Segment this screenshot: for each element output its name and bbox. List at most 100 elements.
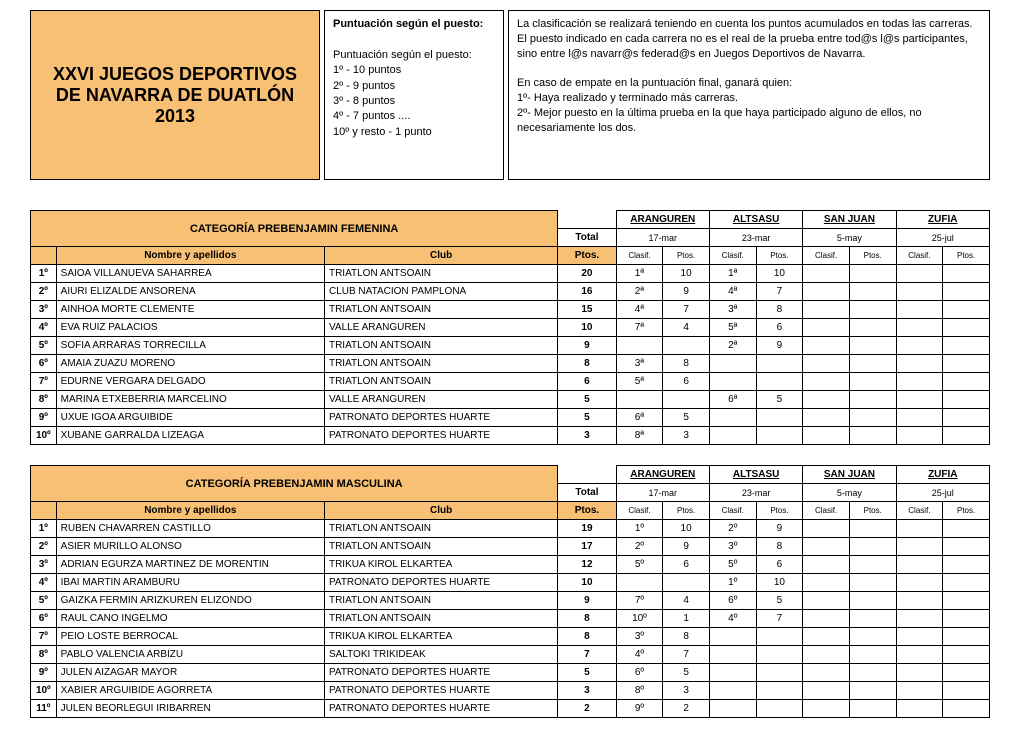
col-name: Nombre y apellidos — [56, 247, 324, 265]
event-points — [849, 355, 896, 373]
event-points — [756, 427, 803, 445]
event-clasif: 3º — [616, 628, 663, 646]
total-points: 17 — [558, 538, 616, 556]
event-points: 9 — [663, 283, 710, 301]
event-points — [663, 337, 710, 355]
rank: 2º — [31, 538, 57, 556]
club-name: PATRONATO DEPORTES HUARTE — [324, 427, 557, 445]
event-name: SAN JUAN — [803, 211, 896, 229]
event-clasif — [803, 301, 850, 319]
event-name: ARANGUREN — [616, 211, 709, 229]
event-points — [663, 574, 710, 592]
col-total-ptos: Ptos. — [558, 247, 616, 265]
event-points: 8 — [663, 355, 710, 373]
table-row: 6ºAMAIA ZUAZU MORENOTRIATLON ANTSOAIN83ª… — [31, 355, 990, 373]
event-name: ALTSASU — [709, 211, 802, 229]
event-points — [943, 628, 990, 646]
rank: 8º — [31, 391, 57, 409]
athlete-name: PEIO LOSTE BERROCAL — [56, 628, 324, 646]
event-points: 6 — [663, 373, 710, 391]
event-points: 9 — [663, 538, 710, 556]
athlete-name: MARINA ETXEBERRIA MARCELINO — [56, 391, 324, 409]
total-points: 5 — [558, 409, 616, 427]
event-clasif: 1º — [616, 520, 663, 538]
event-points: 6 — [756, 556, 803, 574]
event-points — [943, 409, 990, 427]
event-points — [756, 373, 803, 391]
athlete-name: AINHOA MORTE CLEMENTE — [56, 301, 324, 319]
event-clasif: 2ª — [709, 337, 756, 355]
col-clasif: Clasif. — [896, 247, 943, 265]
event-points: 5 — [756, 592, 803, 610]
event-clasif — [803, 427, 850, 445]
event-clasif — [803, 610, 850, 628]
event-clasif: 8º — [616, 682, 663, 700]
rank: 7º — [31, 628, 57, 646]
event-clasif — [803, 574, 850, 592]
rank: 7º — [31, 373, 57, 391]
table-row: 10ºXUBANE GARRALDA LIZEAGAPATRONATO DEPO… — [31, 427, 990, 445]
athlete-name: EVA RUIZ PALACIOS — [56, 319, 324, 337]
col-clasif: Clasif. — [803, 502, 850, 520]
total-points: 3 — [558, 682, 616, 700]
total-points: 6 — [558, 373, 616, 391]
event-points: 6 — [663, 556, 710, 574]
rank: 4º — [31, 574, 57, 592]
event-points — [849, 628, 896, 646]
col-club: Club — [324, 502, 557, 520]
event-name: ZUFIA — [896, 211, 989, 229]
event-clasif — [896, 355, 943, 373]
event-clasif — [803, 700, 850, 718]
event-points — [849, 391, 896, 409]
club-name: TRIATLON ANTSOAIN — [324, 610, 557, 628]
event-clasif — [896, 391, 943, 409]
event-clasif — [616, 391, 663, 409]
total-points: 8 — [558, 355, 616, 373]
category-title: CATEGORÍA PREBENJAMIN FEMENINA — [31, 211, 558, 247]
event-points: 10 — [756, 265, 803, 283]
rank: 10º — [31, 427, 57, 445]
event-clasif: 4ª — [616, 301, 663, 319]
club-name: PATRONATO DEPORTES HUARTE — [324, 664, 557, 682]
col-clasif: Clasif. — [616, 502, 663, 520]
event-clasif — [896, 610, 943, 628]
event-clasif: 5ª — [709, 319, 756, 337]
table-row: 7ºEDURNE VERGARA DELGADOTRIATLON ANTSOAI… — [31, 373, 990, 391]
scoring-body: Puntuación según el puesto: 1º - 10 punt… — [333, 48, 495, 140]
col-clasif: Clasif. — [803, 247, 850, 265]
club-name: TRIATLON ANTSOAIN — [324, 265, 557, 283]
rank: 5º — [31, 337, 57, 355]
event-points — [849, 700, 896, 718]
athlete-name: PABLO VALENCIA ARBIZU — [56, 646, 324, 664]
table-row: 3ºADRIAN EGURZA MARTINEZ DE MORENTINTRIK… — [31, 556, 990, 574]
event-clasif — [896, 682, 943, 700]
event-points — [756, 700, 803, 718]
col-total-ptos: Ptos. — [558, 502, 616, 520]
event-clasif — [803, 283, 850, 301]
event-clasif — [709, 427, 756, 445]
results-table: CATEGORÍA PREBENJAMIN FEMENINAARANGURENA… — [30, 210, 990, 445]
total-points: 10 — [558, 319, 616, 337]
total-points: 9 — [558, 592, 616, 610]
rank: 3º — [31, 301, 57, 319]
event-points — [943, 700, 990, 718]
event-points — [849, 556, 896, 574]
rank: 8º — [31, 646, 57, 664]
event-date: 23-mar — [709, 229, 802, 247]
event-points — [943, 646, 990, 664]
event-clasif — [709, 664, 756, 682]
event-points: 4 — [663, 592, 710, 610]
event-clasif — [803, 664, 850, 682]
event-clasif: 3ª — [616, 355, 663, 373]
table-row: 4ºIBAI MARTIN ARAMBURUPATRONATO DEPORTES… — [31, 574, 990, 592]
col-name: Nombre y apellidos — [56, 502, 324, 520]
event-points — [756, 355, 803, 373]
athlete-name: XUBANE GARRALDA LIZEAGA — [56, 427, 324, 445]
table-row: 5ºSOFIA ARRARAS TORRECILLATRIATLON ANTSO… — [31, 337, 990, 355]
rank: 5º — [31, 592, 57, 610]
athlete-name: SAIOA VILLANUEVA SAHARREA — [56, 265, 324, 283]
col-ptos: Ptos. — [849, 502, 896, 520]
event-clasif: 4º — [616, 646, 663, 664]
spacer — [558, 466, 616, 484]
event-clasif — [896, 538, 943, 556]
